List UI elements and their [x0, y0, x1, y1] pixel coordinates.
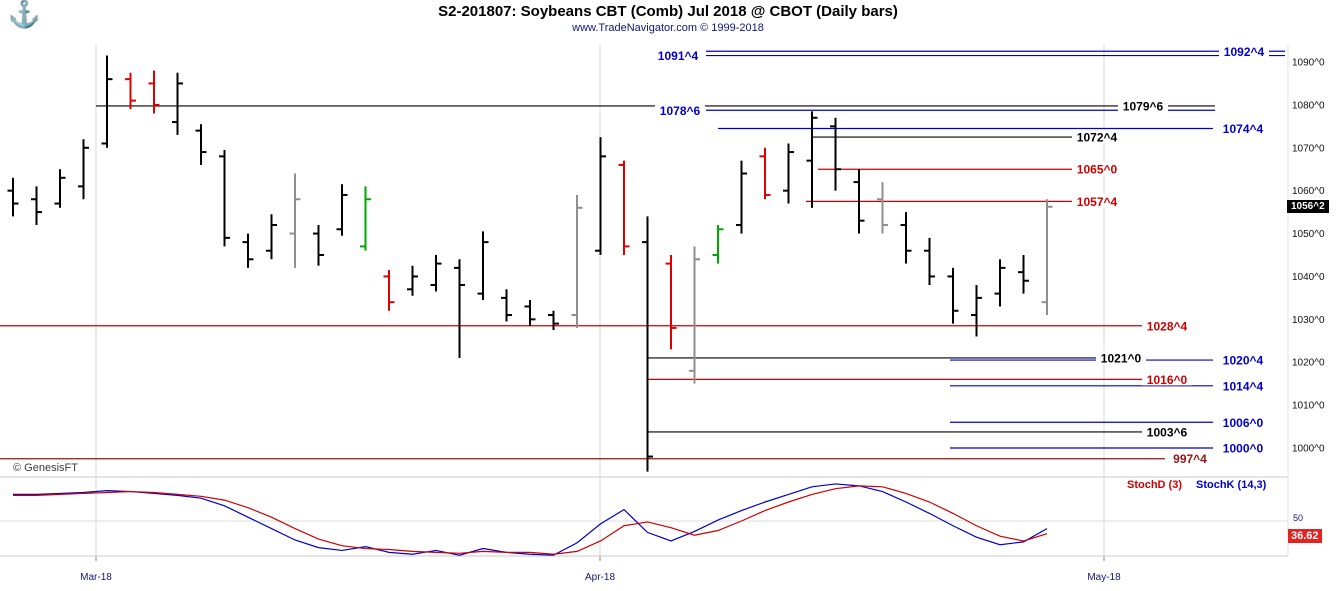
level-label: 1091^4	[658, 49, 699, 63]
level-label-bg	[1072, 130, 1122, 144]
level-label: 1079^6	[1123, 99, 1164, 113]
stochk-legend-label: StochK (14,3)	[1196, 479, 1267, 491]
stoch-midline-label: 50	[1293, 513, 1304, 523]
level-label: 1092^4	[1224, 45, 1265, 59]
price-tick-label: 1020^0	[1292, 358, 1325, 369]
level-label: 1078^6	[660, 104, 701, 118]
level-label: 1072^4	[1077, 131, 1118, 145]
price-tick-label: 1060^0	[1292, 186, 1325, 197]
level-label-bg	[653, 48, 703, 62]
level-label: 1065^0	[1077, 163, 1118, 177]
level-label-bg	[1072, 194, 1122, 208]
level-label-bg	[1072, 162, 1122, 176]
level-label: 1000^0	[1223, 442, 1264, 456]
level-label-bg	[1165, 451, 1215, 465]
level-label: 1020^4	[1223, 354, 1264, 368]
price-tick-label: 1010^0	[1292, 401, 1325, 412]
price-tick-label: 1080^0	[1292, 100, 1325, 111]
level-label: 1016^0	[1147, 373, 1188, 387]
x-axis-label-mar: Mar-18	[80, 572, 112, 583]
level-label-bg	[1218, 121, 1268, 135]
level-label: 1014^4	[1223, 379, 1264, 393]
level-label: 1057^4	[1077, 195, 1118, 209]
price-tick-label: 1050^0	[1292, 229, 1325, 240]
level-label-bg	[1096, 350, 1146, 364]
current-price-badge: 1056^2	[1287, 200, 1329, 213]
level-label-bg	[655, 103, 705, 117]
chart-title: S2-201807: Soybeans CBT (Comb) Jul 2018 …	[438, 3, 898, 20]
level-label: 1074^4	[1223, 122, 1264, 136]
price-tick-label: 1090^0	[1292, 58, 1325, 69]
level-label: 1021^0	[1101, 351, 1142, 365]
level-label-bg	[1218, 353, 1268, 367]
stochk-line	[13, 483, 1048, 556]
level-label-bg	[1218, 415, 1268, 429]
level-label-bg	[1219, 44, 1269, 58]
price-tick-label: 1040^0	[1292, 272, 1325, 283]
level-label: 1006^0	[1223, 416, 1264, 430]
x-axis-label-apr: Apr-18	[584, 572, 615, 583]
stochd-line	[13, 485, 1048, 555]
level-label-bg	[1118, 98, 1168, 112]
level-label: 997^4	[1173, 452, 1207, 466]
level-label: 1028^4	[1147, 319, 1188, 333]
x-axis-label-may: May-18	[1087, 572, 1121, 583]
level-label-bg	[1142, 372, 1192, 386]
level-label-bg	[1142, 424, 1192, 438]
level-label: 1003^6	[1147, 425, 1188, 439]
chart-subtitle: www.TradeNavigator.com © 1999-2018	[572, 22, 764, 34]
genesis-anchor-logo-icon: ⚓	[8, 0, 41, 29]
price-tick-label: 1030^0	[1292, 315, 1325, 326]
stochd-legend-label: StochD (3)	[1127, 479, 1182, 491]
level-label-bg	[1218, 441, 1268, 454]
price-tick-label: 1000^0	[1292, 444, 1325, 455]
price-tick-label: 1070^0	[1292, 143, 1325, 154]
stoch-value-badge: 36.62	[1288, 529, 1322, 543]
genesisft-watermark: © GenesisFT	[13, 462, 78, 474]
level-label-bg	[1142, 318, 1192, 332]
level-label-bg	[1218, 378, 1268, 392]
